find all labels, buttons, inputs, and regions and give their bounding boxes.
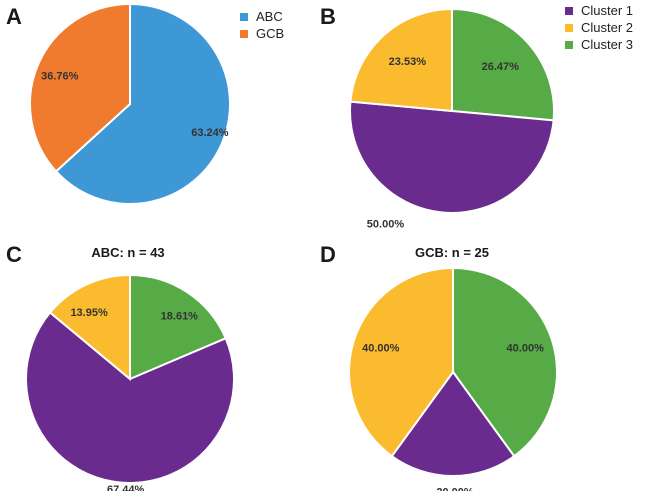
- legend-label-cluster-2: Cluster 2: [581, 20, 634, 35]
- legend-swatch-abc: [240, 12, 248, 21]
- panel-letter-b: B: [320, 4, 336, 29]
- pie-chart-b: 26.47% 50.00% 23.53%: [349, 7, 555, 231]
- legend-item-cluster-3: Cluster 3: [565, 36, 633, 53]
- data-label-d-cluster-1: 20.00%: [436, 487, 474, 491]
- data-label-a-gcb: 36.76%: [41, 70, 79, 82]
- pie-slice-d-cluster-2: [348, 266, 454, 458]
- panel-letter-d: D: [320, 242, 336, 267]
- data-label-a-abc: 63.24%: [191, 127, 229, 139]
- legend-swatch-gcb: [240, 29, 248, 38]
- legend-clusters: Cluster 1 Cluster 2 Cluster 3: [565, 2, 633, 53]
- legend-label-cluster-3: Cluster 3: [581, 37, 634, 52]
- pie-slice-b-cluster-1: [349, 100, 555, 214]
- legend-label-abc: ABC: [256, 9, 283, 24]
- panel-title-c: ABC: n = 43: [91, 245, 165, 260]
- data-label-d-cluster-2: 40.00%: [362, 342, 400, 354]
- legend-swatch-cluster-3: [565, 40, 573, 49]
- pie-chart-a: 63.24% 36.76%: [29, 2, 231, 205]
- legend-item-cluster-2: Cluster 2: [565, 19, 633, 36]
- pie-slice-c-cluster-2: [48, 273, 131, 382]
- pie-slice-d-cluster-3: [452, 266, 558, 458]
- pie-slice-c-cluster-1: [25, 311, 235, 484]
- pie-slice-b-cluster-2: [349, 7, 453, 113]
- pie-slice-c-cluster-3: [129, 273, 228, 381]
- pie-slice-d-cluster-1: [390, 370, 516, 477]
- pie-chart-d: 40.00% 20.00% 40.00%: [348, 266, 558, 491]
- legend-swatch-cluster-2: [565, 23, 573, 32]
- data-label-b-cluster-3: 26.47%: [482, 61, 520, 73]
- legend-item-cluster-1: Cluster 1: [565, 2, 633, 19]
- legend-label-cluster-1: Cluster 1: [581, 3, 634, 18]
- data-label-d-cluster-3: 40.00%: [507, 342, 545, 354]
- pie-slice-b-cluster-3: [451, 7, 555, 122]
- data-label-c-cluster-3: 18.61%: [161, 310, 199, 322]
- panel-title-d: GCB: n = 25: [414, 245, 490, 260]
- legend-item-abc: ABC: [240, 8, 284, 25]
- panel-letter-c: C: [6, 242, 22, 267]
- pie-slice-a-abc: [54, 2, 231, 205]
- pie-slice-a-gcb: [29, 2, 131, 173]
- legend-subtype: ABC GCB: [240, 8, 284, 42]
- legend-label-gcb: GCB: [256, 26, 285, 41]
- pie-chart-c: 18.61% 67.44% 13.95%: [25, 273, 235, 491]
- panel-letter-a: A: [6, 4, 22, 29]
- data-label-b-cluster-2: 23.53%: [389, 56, 427, 68]
- legend-item-gcb: GCB: [240, 25, 284, 42]
- data-label-c-cluster-1: 67.44%: [107, 484, 145, 491]
- legend-swatch-cluster-1: [565, 6, 573, 15]
- data-label-c-cluster-2: 13.95%: [70, 307, 108, 319]
- data-label-b-cluster-1: 50.00%: [367, 219, 405, 231]
